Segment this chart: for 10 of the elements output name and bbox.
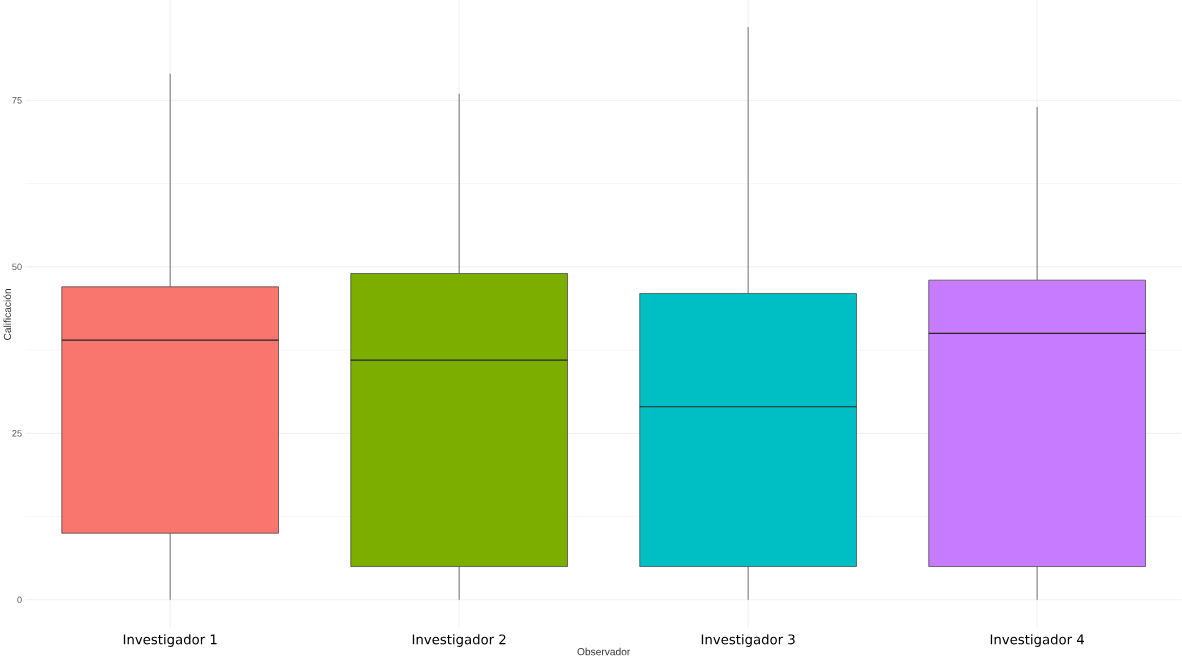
x-tick-label: Investigador 4 <box>990 634 1084 648</box>
x-tick-label: Investigador 2 <box>412 634 506 648</box>
x-axis-title: Observador <box>577 647 631 656</box>
x-tick-label: Investigador 1 <box>123 634 217 648</box>
x-tick-label: Investigador 3 <box>701 634 795 648</box>
y-tick-label: 50 <box>12 263 22 271</box>
y-axis-title: Calificación <box>3 289 11 341</box>
y-tick-label: 75 <box>12 97 22 104</box>
y-tick-label: 25 <box>12 430 22 437</box>
y-tick-label: 0 <box>17 596 22 604</box>
